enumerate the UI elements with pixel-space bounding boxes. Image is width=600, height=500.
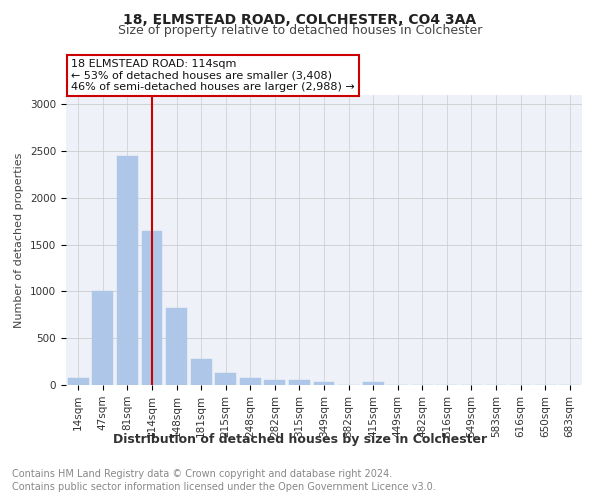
Bar bbox=[117, 156, 138, 385]
Text: Contains public sector information licensed under the Open Government Licence v3: Contains public sector information licen… bbox=[12, 482, 436, 492]
Bar bbox=[314, 382, 334, 385]
Bar bbox=[362, 382, 383, 385]
Text: Size of property relative to detached houses in Colchester: Size of property relative to detached ho… bbox=[118, 24, 482, 37]
Bar bbox=[265, 380, 286, 385]
Bar bbox=[68, 378, 89, 385]
Y-axis label: Number of detached properties: Number of detached properties bbox=[14, 152, 25, 328]
Bar bbox=[240, 378, 261, 385]
Bar bbox=[92, 292, 113, 385]
Bar bbox=[142, 230, 163, 385]
Bar bbox=[166, 308, 187, 385]
Bar bbox=[289, 380, 310, 385]
Bar bbox=[191, 360, 212, 385]
Text: Distribution of detached houses by size in Colchester: Distribution of detached houses by size … bbox=[113, 432, 487, 446]
Text: 18 ELMSTEAD ROAD: 114sqm
← 53% of detached houses are smaller (3,408)
46% of sem: 18 ELMSTEAD ROAD: 114sqm ← 53% of detach… bbox=[71, 59, 355, 92]
Text: Contains HM Land Registry data © Crown copyright and database right 2024.: Contains HM Land Registry data © Crown c… bbox=[12, 469, 392, 479]
Bar bbox=[215, 374, 236, 385]
Text: 18, ELMSTEAD ROAD, COLCHESTER, CO4 3AA: 18, ELMSTEAD ROAD, COLCHESTER, CO4 3AA bbox=[124, 12, 476, 26]
